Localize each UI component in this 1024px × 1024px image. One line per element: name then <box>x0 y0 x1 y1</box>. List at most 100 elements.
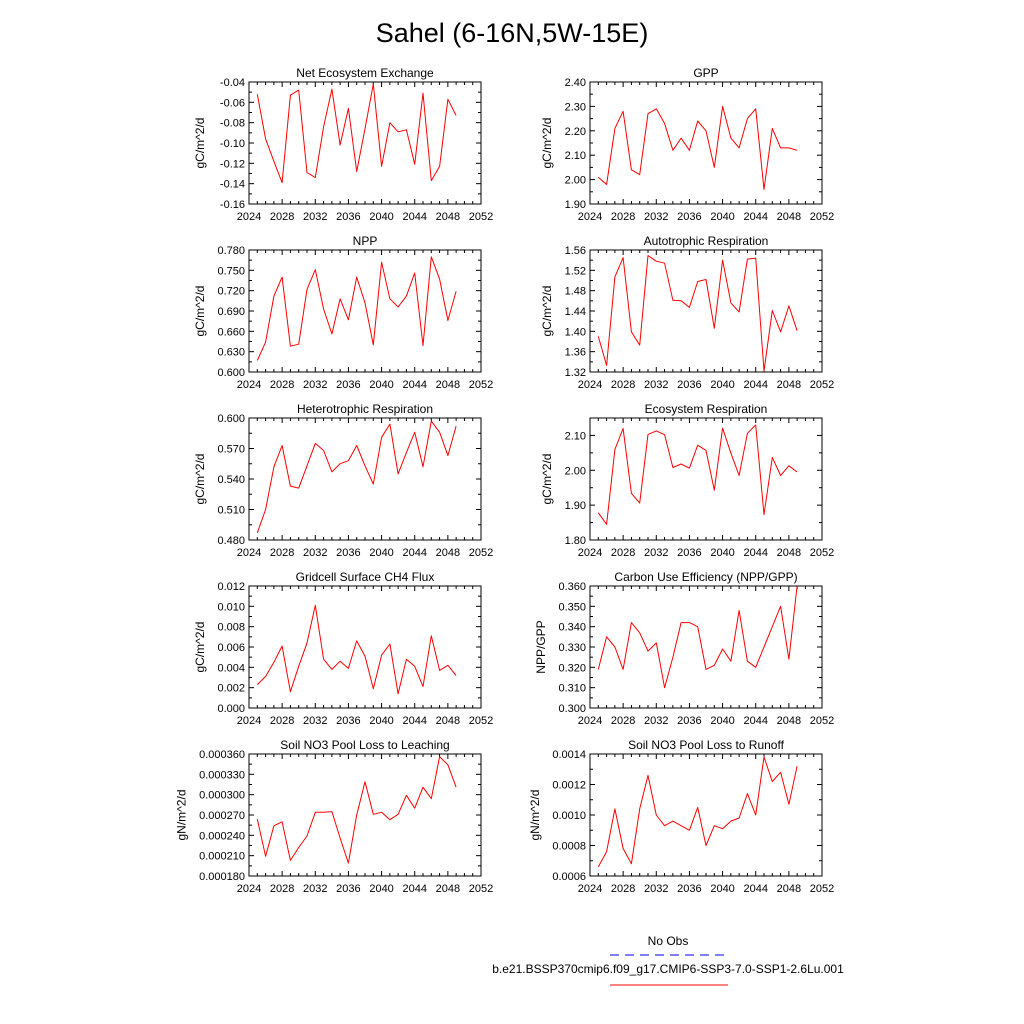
y-tick-label: 0.540 <box>217 474 245 486</box>
x-tick-label: 2048 <box>436 715 460 727</box>
x-tick-label: 2024 <box>237 211 261 223</box>
y-tick-label: 0.690 <box>217 306 245 318</box>
x-tick-label: 2032 <box>303 211 327 223</box>
y-tick-label: 1.56 <box>565 245 586 257</box>
x-tick-label: 2044 <box>402 211 426 223</box>
x-tick-label: 2048 <box>436 883 460 895</box>
panel-title: Ecosystem Respiration <box>645 402 768 416</box>
y-tick-label: 0.0008 <box>552 841 586 853</box>
x-tick-label: 2024 <box>237 379 261 391</box>
y-tick-label: 1.40 <box>565 326 586 338</box>
x-tick-label: 2044 <box>402 547 426 559</box>
x-tick-label: 2044 <box>743 883 767 895</box>
y-tick-label: 0.000210 <box>199 851 245 863</box>
y-tick-label: 0.004 <box>217 662 245 674</box>
y-tick-label: 0.660 <box>217 326 245 338</box>
y-tick-label: 0.000180 <box>199 871 245 883</box>
y-tick-label: 0.000270 <box>199 810 245 822</box>
y-tick-label: 0.600 <box>217 367 245 379</box>
x-tick-label: 2032 <box>644 547 668 559</box>
x-tick-label: 2028 <box>270 211 294 223</box>
x-tick-label: 2052 <box>469 211 493 223</box>
x-tick-label: 2032 <box>644 715 668 727</box>
chart-panel: Net Ecosystem Exchange 2024 2028 2032 2036 20… <box>193 66 493 223</box>
panel-title: Autotrophic Respiration <box>644 234 769 248</box>
x-tick-label: 2052 <box>469 547 493 559</box>
y-tick-label: 0.750 <box>217 265 245 277</box>
chart-panel: Soil NO3 Pool Loss to Runoff 2024 2028 2032… <box>528 738 834 895</box>
y-tick-label: 0.012 <box>217 581 245 593</box>
y-tick-label: 0.600 <box>217 413 245 425</box>
y-tick-label: -0.08 <box>220 118 245 130</box>
y-tick-label: 2.10 <box>565 430 586 442</box>
panel-title: Soil NO3 Pool Loss to Runoff <box>628 738 785 752</box>
plot-frame <box>589 417 823 541</box>
chart-panel: Heterotrophic Respiration 2024 2028 2032 203… <box>193 402 493 559</box>
x-tick-label: 2040 <box>710 211 734 223</box>
x-tick-label: 2040 <box>710 379 734 391</box>
x-tick-label: 2048 <box>436 211 460 223</box>
x-tick-label: 2036 <box>336 547 360 559</box>
series-line <box>597 756 798 868</box>
y-axis-label: NPP/GPP <box>534 620 548 673</box>
x-tick-label: 2040 <box>710 883 734 895</box>
y-tick-label: 0.010 <box>217 601 245 613</box>
y-tick-label: 2.00 <box>565 175 586 187</box>
plot-frame <box>248 585 482 709</box>
y-tick-label: 0.000 <box>217 703 245 715</box>
y-tick-label: 1.44 <box>565 306 586 318</box>
x-tick-label: 2024 <box>578 211 602 223</box>
chart-panel: GPP 2024 2028 2032 2036 2040 2044 2048 2052 1.90 2… <box>540 66 834 223</box>
y-tick-label: 0.0010 <box>552 810 586 822</box>
x-tick-label: 2052 <box>469 379 493 391</box>
series-line <box>256 256 457 361</box>
y-tick-label: 0.006 <box>217 642 245 654</box>
y-tick-label: 0.350 <box>558 601 586 613</box>
series-line <box>597 585 798 689</box>
x-tick-label: 2032 <box>303 715 327 727</box>
x-tick-label: 2028 <box>611 715 635 727</box>
panel-grid: Net Ecosystem Exchange 2024 2028 2032 2036 20… <box>174 66 834 895</box>
y-tick-label: -0.16 <box>220 199 245 211</box>
y-tick-label: 2.20 <box>565 126 586 138</box>
x-tick-label: 2052 <box>810 883 834 895</box>
plot-frame <box>589 81 823 205</box>
panel-title: GPP <box>693 66 718 80</box>
plot-frame <box>248 81 482 205</box>
x-tick-label: 2044 <box>743 379 767 391</box>
x-tick-label: 2048 <box>436 379 460 391</box>
x-tick-label: 2028 <box>270 883 294 895</box>
plot-frame <box>589 753 823 877</box>
x-tick-label: 2024 <box>237 715 261 727</box>
x-tick-label: 2024 <box>237 547 261 559</box>
x-tick-label: 2052 <box>810 547 834 559</box>
panel-title: Carbon Use Efficiency (NPP/GPP) <box>614 570 797 584</box>
x-tick-label: 2048 <box>777 715 801 727</box>
y-tick-label: 0.340 <box>558 622 586 634</box>
chart-panel: Soil NO3 Pool Loss to Leaching 2024 2028 20… <box>174 738 493 895</box>
x-tick-label: 2032 <box>303 883 327 895</box>
x-tick-label: 2044 <box>402 379 426 391</box>
y-tick-label: -0.10 <box>220 138 245 150</box>
x-tick-label: 2052 <box>810 211 834 223</box>
x-tick-label: 2028 <box>611 379 635 391</box>
x-tick-label: 2028 <box>611 547 635 559</box>
y-tick-label: 0.0014 <box>552 749 586 761</box>
y-tick-label: 0.0006 <box>552 871 586 883</box>
panel-title: Gridcell Surface CH4 Flux <box>296 570 435 584</box>
x-tick-label: 2028 <box>270 379 294 391</box>
y-axis-label: gC/m^2/d <box>540 286 554 337</box>
series-line <box>256 83 457 184</box>
y-tick-label: 0.310 <box>558 683 586 695</box>
chart-panel: Autotrophic Respiration 2024 2028 2032 2036 2… <box>540 234 834 391</box>
y-tick-label: 0.300 <box>558 703 586 715</box>
x-tick-label: 2036 <box>677 547 701 559</box>
x-tick-label: 2040 <box>369 715 393 727</box>
x-tick-label: 2052 <box>469 883 493 895</box>
y-tick-label: 0.008 <box>217 622 245 634</box>
y-axis-label: gC/m^2/d <box>540 118 554 169</box>
x-tick-label: 2024 <box>578 883 602 895</box>
x-tick-label: 2032 <box>644 211 668 223</box>
panel-title: Soil NO3 Pool Loss to Leaching <box>280 738 449 752</box>
